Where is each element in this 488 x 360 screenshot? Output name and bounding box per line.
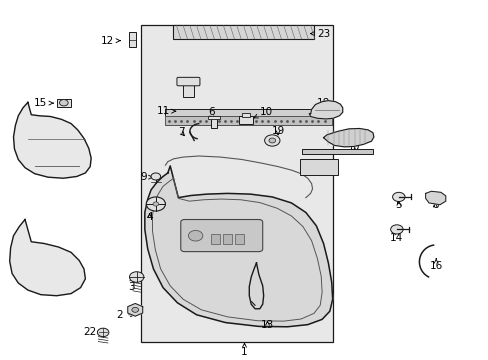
Bar <box>210 234 219 244</box>
FancyBboxPatch shape <box>181 220 262 252</box>
Bar <box>129 32 136 47</box>
Polygon shape <box>323 129 373 147</box>
Bar <box>141 25 332 342</box>
Text: 23: 23 <box>310 28 329 39</box>
Bar <box>172 26 313 39</box>
Bar <box>299 159 337 175</box>
Circle shape <box>188 230 203 241</box>
Circle shape <box>60 100 68 106</box>
Text: 10: 10 <box>253 107 272 118</box>
Text: 20: 20 <box>45 152 58 165</box>
Polygon shape <box>308 100 342 119</box>
Polygon shape <box>10 220 85 296</box>
Bar <box>223 234 231 244</box>
Text: 12: 12 <box>101 36 120 46</box>
FancyBboxPatch shape <box>177 77 200 86</box>
Circle shape <box>268 138 275 143</box>
Text: 15: 15 <box>34 98 53 108</box>
Circle shape <box>97 328 109 337</box>
Bar <box>210 117 216 128</box>
Text: 2: 2 <box>116 310 134 320</box>
Text: 11: 11 <box>156 106 175 116</box>
Polygon shape <box>127 303 142 316</box>
Text: 7: 7 <box>178 127 184 138</box>
Circle shape <box>132 307 138 312</box>
Polygon shape <box>144 166 332 327</box>
Circle shape <box>146 197 165 211</box>
Bar <box>241 113 250 117</box>
Text: 5: 5 <box>395 201 401 210</box>
Circle shape <box>264 135 280 146</box>
Bar <box>183 83 193 98</box>
Bar <box>302 149 372 154</box>
Text: 18: 18 <box>316 98 329 111</box>
Bar <box>234 234 243 244</box>
Text: 4: 4 <box>146 212 153 222</box>
Bar <box>165 109 331 117</box>
Text: 22: 22 <box>83 327 102 337</box>
Circle shape <box>153 202 159 206</box>
Text: 14: 14 <box>389 230 403 243</box>
Circle shape <box>129 272 143 282</box>
Text: 17: 17 <box>347 145 361 155</box>
Text: 1: 1 <box>241 343 247 357</box>
Text: 13: 13 <box>260 320 274 330</box>
Text: 16: 16 <box>428 258 442 271</box>
Text: 3: 3 <box>128 276 135 292</box>
Text: 19: 19 <box>271 126 284 136</box>
Circle shape <box>392 192 404 202</box>
Polygon shape <box>425 191 445 205</box>
Text: 8: 8 <box>431 201 438 210</box>
Bar <box>165 117 331 125</box>
Bar <box>57 99 71 107</box>
Circle shape <box>390 225 402 234</box>
Text: 9: 9 <box>140 172 153 182</box>
Text: 6: 6 <box>208 107 215 120</box>
Polygon shape <box>14 102 91 178</box>
Circle shape <box>151 173 160 180</box>
Text: 21: 21 <box>45 252 59 262</box>
Bar <box>238 116 253 123</box>
Bar <box>208 116 219 119</box>
